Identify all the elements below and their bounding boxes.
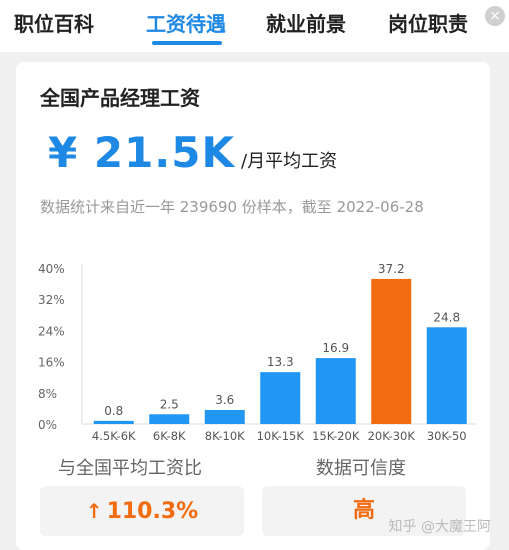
bar (93, 420, 134, 424)
watermark: 知乎 @大魔王阿 (388, 519, 491, 535)
y-tick-label: 16% (38, 356, 65, 370)
bar-value-label: 13.3 (267, 355, 294, 369)
x-tick-label: 20K-30K (368, 429, 416, 443)
y-tick-label: 32% (38, 293, 65, 307)
x-tick-label: 15K-20K (312, 429, 360, 443)
y-tick-label: 40% (38, 262, 65, 276)
active-tab-indicator (152, 41, 222, 45)
tab-employment-outlook[interactable]: 就业前景 (266, 12, 346, 36)
bar (426, 327, 467, 424)
x-tick-label: 8K-10K (205, 429, 245, 443)
tab-job-encyclopedia[interactable]: 职位百科 (14, 12, 94, 36)
tab-bar: 职位百科 工资待遇 就业前景 岗位职责 × (0, 0, 509, 52)
y-tick-label: 24% (38, 324, 65, 338)
tab-job-duties[interactable]: 岗位职责 (388, 12, 468, 36)
bar (204, 409, 245, 424)
bar-value-label: 37.2 (378, 262, 405, 276)
confidence-label: 数据可信度 (316, 458, 406, 479)
y-tick-label: 8% (38, 387, 57, 401)
arrow-up-icon: ↑ (85, 499, 103, 523)
bar (315, 358, 356, 424)
bar (371, 278, 412, 424)
average-salary-value: ¥ 21.5K (48, 128, 236, 177)
compare-value: 110.3% (106, 499, 199, 524)
bar-value-label: 24.8 (433, 310, 460, 324)
x-tick-label: 10K-15K (257, 429, 305, 443)
tab-salary[interactable]: 工资待遇 (146, 12, 226, 36)
salary-distribution-chart: 40% 32% 24% 16% 8% 0% 0.8 4.5K-6K 2.5 6K-8K 3.6 8K-… (38, 262, 476, 443)
bar-value-label: 0.8 (104, 404, 123, 418)
salary-card: 全国产品经理工资 ¥ 21.5K/月平均工资 数据统计来自近一年 239690 … (16, 62, 490, 550)
compare-label: 与全国平均工资比 (58, 458, 202, 479)
x-tick-label: 6K-8K (153, 429, 186, 443)
bar (149, 414, 190, 424)
bar-value-label: 3.6 (215, 393, 234, 407)
salary-summary: ¥ 21.5K/月平均工资 (48, 128, 337, 177)
close-icon[interactable]: × (485, 6, 505, 26)
sample-note: 数据统计来自近一年 239690 份样本，截至 2022-06-28 (40, 198, 424, 216)
confidence-value: 高 (352, 498, 375, 523)
compare-box: ↑ 110.3% (40, 486, 244, 536)
bar-value-label: 2.5 (160, 397, 179, 411)
card-title: 全国产品经理工资 (40, 86, 200, 110)
average-salary-unit: /月平均工资 (241, 151, 338, 172)
bar-value-label: 16.9 (322, 341, 349, 355)
x-tick-label: 30K-50 (427, 429, 467, 443)
x-tick-label: 4.5K-6K (92, 429, 136, 443)
bar (260, 372, 301, 424)
y-tick-label: 0% (38, 418, 57, 432)
confidence-box: 高 (262, 486, 466, 536)
